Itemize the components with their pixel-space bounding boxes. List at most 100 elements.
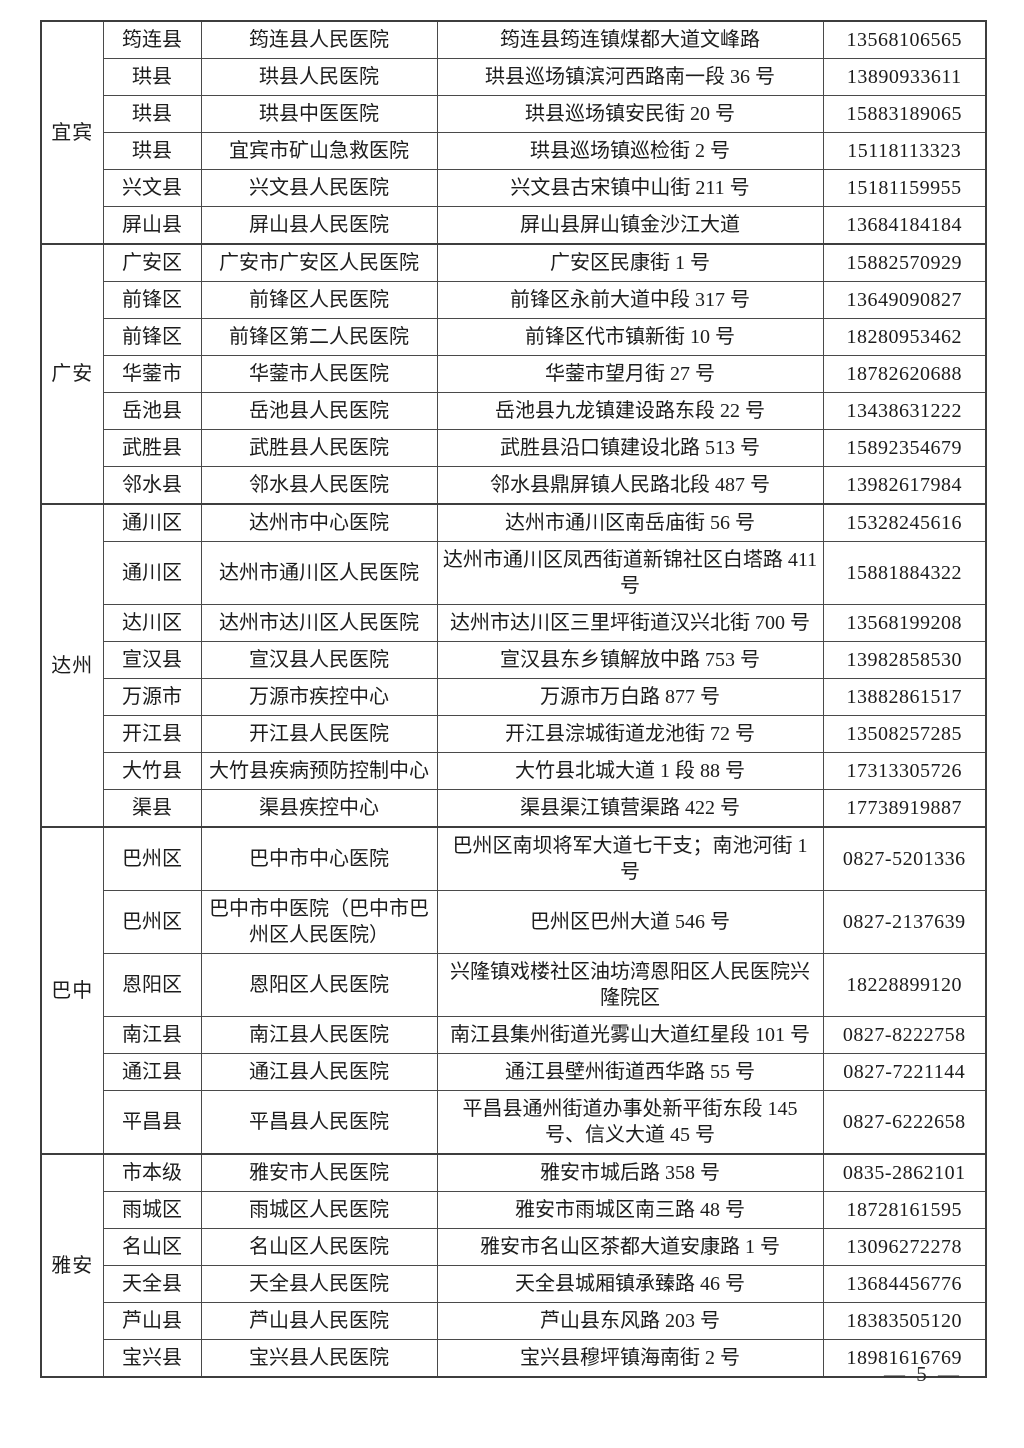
table-row: 华蓥市 华蓥市人民医院 华蓥市望月街 27 号 18782620688: [41, 355, 987, 393]
phone-cell: 15892354679: [822, 429, 987, 467]
phone-cell: 18782620688: [822, 355, 987, 393]
table-row: 开江县 开江县人民医院 开江县淙城街道龙池街 72 号 13508257285: [41, 715, 987, 753]
address-cell: 屏山县屏山镇金沙江大道: [436, 206, 824, 245]
address-cell: 珙县巡场镇安民街 20 号: [436, 95, 824, 133]
address-cell: 雅安市名山区茶都大道安康路 1 号: [436, 1228, 824, 1266]
district-cell: 宣汉县: [102, 641, 202, 679]
hospital-cell: 达州市达川区人民医院: [200, 604, 438, 642]
address-cell: 万源市万白路 877 号: [436, 678, 824, 716]
table-row: 天全县 天全县人民医院 天全县城厢镇承臻路 46 号 13684456776: [41, 1265, 987, 1303]
phone-cell: 15181159955: [822, 169, 987, 207]
phone-cell: 15882570929: [822, 243, 987, 282]
table-row: 宝兴县 宝兴县人民医院 宝兴县穆坪镇海南街 2 号 18981616769: [41, 1339, 987, 1378]
district-cell: 天全县: [102, 1265, 202, 1303]
district-cell: 开江县: [102, 715, 202, 753]
hospital-cell: 广安市广安区人民医院: [200, 243, 438, 282]
district-cell: 邻水县: [102, 466, 202, 505]
address-cell: 开江县淙城街道龙池街 72 号: [436, 715, 824, 753]
table-row: 雅安 市本级 雅安市人民医院 雅安市城后路 358 号 0835-2862101: [40, 1153, 987, 1378]
phone-cell: 17313305726: [822, 752, 987, 790]
table-row: 邻水县 邻水县人民医院 邻水县鼎屏镇人民路北段 487 号 13982617984: [41, 466, 987, 505]
phone-cell: 15118113323: [822, 132, 987, 170]
address-cell: 宝兴县穆坪镇海南街 2 号: [436, 1339, 824, 1378]
table-row: 达州 通川区 达州市中心医院 达州市通川区南岳庙街 56 号 15328245616: [40, 503, 987, 828]
district-cell: 芦山县: [102, 1302, 202, 1340]
district-cell: 广安区: [102, 243, 202, 282]
phone-cell: 13508257285: [822, 715, 987, 753]
district-cell: 珙县: [102, 132, 202, 170]
hospital-cell: 芦山县人民医院: [200, 1302, 438, 1340]
phone-cell: 15883189065: [822, 95, 987, 133]
address-cell: 邻水县鼎屏镇人民路北段 487 号: [436, 466, 824, 505]
phone-cell: 15881884322: [822, 541, 987, 605]
hospital-cell: 天全县人民医院: [200, 1265, 438, 1303]
table-row: 平昌县 平昌县人民医院 平昌县通州街道办事处新平街东段 145 号、信义大道 45 …: [41, 1090, 987, 1155]
hospital-cell: 大竹县疾病预防控制中心: [200, 752, 438, 790]
address-cell: 达州市通川区南岳庙街 56 号: [436, 503, 824, 542]
district-cell: 恩阳区: [102, 953, 202, 1017]
address-cell: 筠连县筠连镇煤都大道文峰路: [436, 20, 824, 59]
phone-cell: 13982617984: [822, 466, 987, 505]
address-cell: 大竹县北城大道 1 段 88 号: [436, 752, 824, 790]
district-cell: 兴文县: [102, 169, 202, 207]
phone-cell: 0827-5201336: [822, 826, 987, 891]
city-cell: 达州: [40, 503, 104, 828]
district-cell: 宝兴县: [102, 1339, 202, 1378]
table-row: 岳池县 岳池县人民医院 岳池县九龙镇建设路东段 22 号 13438631222: [41, 392, 987, 430]
hospital-cell: 万源市疾控中心: [200, 678, 438, 716]
phone-cell: 13649090827: [822, 281, 987, 319]
phone-cell: 15328245616: [822, 503, 987, 542]
phone-cell: 13096272278: [822, 1228, 987, 1266]
page-number: — 5 —: [884, 1362, 962, 1386]
phone-cell: 18280953462: [822, 318, 987, 356]
table-row: 巴州区 巴中市中医院（巴中市巴州区人民医院） 巴州区巴州大道 546 号 0827-2…: [41, 890, 987, 954]
district-cell: 雨城区: [102, 1191, 202, 1229]
hospital-cell: 南江县人民医院: [200, 1016, 438, 1054]
table-row: 南江县 南江县人民医院 南江县集州街道光雾山大道红星段 101 号 0827-8222…: [41, 1016, 987, 1054]
address-cell: 岳池县九龙镇建设路东段 22 号: [436, 392, 824, 430]
hospital-cell: 前锋区人民医院: [200, 281, 438, 319]
table-row: 屏山县 屏山县人民医院 屏山县屏山镇金沙江大道 13684184184: [41, 206, 987, 245]
district-cell: 珙县: [102, 58, 202, 96]
address-cell: 南江县集州街道光雾山大道红星段 101 号: [436, 1016, 824, 1054]
phone-cell: 13882861517: [822, 678, 987, 716]
hospital-cell: 名山区人民医院: [200, 1228, 438, 1266]
hospital-cell: 邻水县人民医院: [200, 466, 438, 505]
city-cell: 巴中: [40, 826, 104, 1155]
address-cell: 天全县城厢镇承臻路 46 号: [436, 1265, 824, 1303]
hospital-cell: 雨城区人民医院: [200, 1191, 438, 1229]
city-cell: 雅安: [40, 1153, 104, 1378]
hospital-cell: 开江县人民医院: [200, 715, 438, 753]
phone-cell: 17738919887: [822, 789, 987, 828]
address-cell: 兴文县古宋镇中山街 211 号: [436, 169, 824, 207]
address-cell: 芦山县东风路 203 号: [436, 1302, 824, 1340]
phone-cell: 13438631222: [822, 392, 987, 430]
address-cell: 前锋区代市镇新街 10 号: [436, 318, 824, 356]
district-cell: 南江县: [102, 1016, 202, 1054]
address-cell: 珙县巡场镇滨河西路南一段 36 号: [436, 58, 824, 96]
phone-cell: 13684456776: [822, 1265, 987, 1303]
district-cell: 巴州区: [102, 826, 202, 891]
hospital-cell: 宣汉县人民医院: [200, 641, 438, 679]
table-row: 广安 广安区 广安市广安区人民医院 广安区民康街 1 号 15882570929: [40, 243, 987, 505]
address-cell: 宣汉县东乡镇解放中路 753 号: [436, 641, 824, 679]
table-row: 通江县 通江县人民医院 通江县壁州街道西华路 55 号 0827-7221144: [41, 1053, 987, 1091]
table-row: 前锋区 前锋区第二人民医院 前锋区代市镇新街 10 号 18280953462: [41, 318, 987, 356]
phone-cell: 0835-2862101: [822, 1153, 987, 1192]
district-cell: 万源市: [102, 678, 202, 716]
phone-cell: 0827-8222758: [822, 1016, 987, 1054]
hospital-cell: 华蓥市人民医院: [200, 355, 438, 393]
address-cell: 巴州区巴州大道 546 号: [436, 890, 824, 954]
table-row: 达川区 达州市达川区人民医院 达州市达川区三里坪街道汉兴北街 700 号 135681…: [41, 604, 987, 642]
district-cell: 通江县: [102, 1053, 202, 1091]
district-cell: 名山区: [102, 1228, 202, 1266]
table-row: 前锋区 前锋区人民医院 前锋区永前大道中段 317 号 13649090827: [41, 281, 987, 319]
district-cell: 渠县: [102, 789, 202, 828]
district-cell: 武胜县: [102, 429, 202, 467]
district-cell: 前锋区: [102, 281, 202, 319]
hospital-cell: 前锋区第二人民医院: [200, 318, 438, 356]
address-cell: 前锋区永前大道中段 317 号: [436, 281, 824, 319]
table-row: 武胜县 武胜县人民医院 武胜县沿口镇建设北路 513 号 15892354679: [41, 429, 987, 467]
hospital-cell: 巴中市中医院（巴中市巴州区人民医院）: [200, 890, 438, 954]
phone-cell: 13982858530: [822, 641, 987, 679]
